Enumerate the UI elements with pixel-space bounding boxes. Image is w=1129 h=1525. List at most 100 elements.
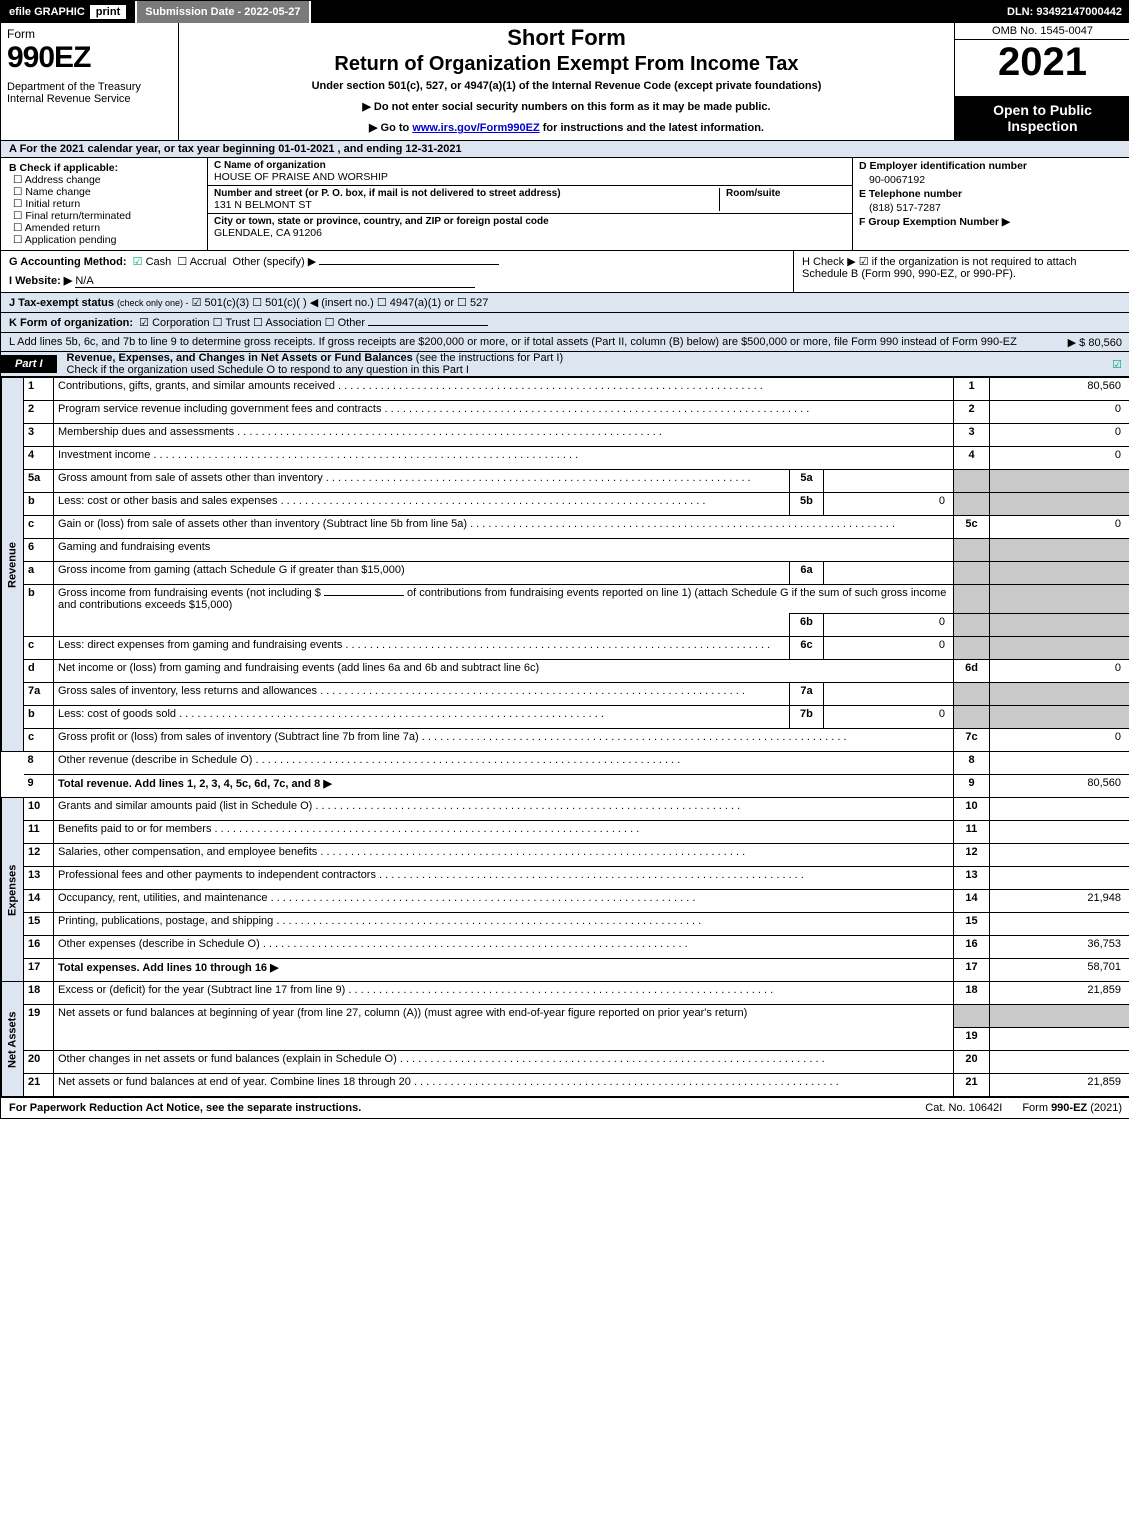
l7c-amt: 0 <box>990 729 1129 752</box>
c-city-label: City or town, state or province, country… <box>214 216 846 227</box>
k-label: K Form of organization: <box>9 317 133 329</box>
l5b-d: Less: cost or other basis and sales expe… <box>54 493 790 516</box>
page-footer: For Paperwork Reduction Act Notice, see … <box>1 1097 1129 1118</box>
print-button[interactable]: print <box>89 4 127 20</box>
side-expenses: Expenses <box>2 798 24 982</box>
l8-amt <box>990 752 1129 775</box>
efile-segment: efile GRAPHIC print <box>1 1 137 23</box>
cb-initial-return[interactable]: Initial return <box>9 198 199 210</box>
l6c-n: c <box>24 637 54 660</box>
g-cash[interactable]: Cash <box>133 256 172 268</box>
part-i-sub: (see the instructions for Part I) <box>416 352 563 364</box>
form-number: 990EZ <box>7 41 172 75</box>
org-city: GLENDALE, CA 91206 <box>214 227 846 239</box>
tax-year: 2021 <box>955 40 1129 82</box>
inst2-pre: ▶ Go to <box>369 122 412 134</box>
l6b-d1-text: Gross income from fundraising events (no… <box>58 587 321 599</box>
l7a-sub: 7a <box>789 683 823 706</box>
j-label: J Tax-exempt status <box>9 297 114 309</box>
form-word: Form <box>7 27 172 41</box>
l12-rn: 12 <box>954 844 990 867</box>
part-i-checkbox[interactable]: ☑ <box>1112 358 1122 371</box>
footer-cat: Cat. No. 10642I <box>905 1102 1022 1114</box>
row-a-text: A For the 2021 calendar year, or tax yea… <box>9 143 462 155</box>
l6d-rn: 6d <box>954 660 990 683</box>
l14-n: 14 <box>24 890 54 913</box>
l7c-rn: 7c <box>954 729 990 752</box>
i-label: I Website: ▶ <box>9 275 72 287</box>
b-label: B Check if applicable: <box>9 162 199 174</box>
h-box: H Check ▶ ☑ if the organization is not r… <box>793 251 1129 292</box>
l7b-shadeamt <box>990 706 1129 729</box>
l6a-shadern <box>954 562 990 585</box>
l5a-sval <box>823 470 953 493</box>
g-accrual[interactable]: Accrual <box>177 256 226 268</box>
g-other: Other (specify) ▶ <box>233 256 317 268</box>
l7b-shadern <box>954 706 990 729</box>
irs-link[interactable]: www.irs.gov/Form990EZ <box>412 122 539 134</box>
row-k: K Form of organization: ☑ Corporation ☐ … <box>1 313 1129 333</box>
row-ghi: G Accounting Method: Cash Accrual Other … <box>1 251 1129 293</box>
lines-table: Revenue 1 Contributions, gifts, grants, … <box>1 377 1129 1097</box>
l6a-sval <box>823 562 953 585</box>
cb-name-change[interactable]: Name change <box>9 186 199 198</box>
l18-amt: 21,859 <box>990 982 1129 1005</box>
l13-n: 13 <box>24 867 54 890</box>
l16-rn: 16 <box>954 936 990 959</box>
row-a: A For the 2021 calendar year, or tax yea… <box>1 141 1129 158</box>
l18-d: Excess or (deficit) for the year (Subtra… <box>54 982 954 1005</box>
l6b-shadeamt2 <box>990 614 1129 637</box>
l20-rn: 20 <box>954 1051 990 1074</box>
l20-amt <box>990 1051 1129 1074</box>
cb-application-pending[interactable]: Application pending <box>9 234 199 246</box>
l8-d: Other revenue (describe in Schedule O) <box>54 752 954 775</box>
l8-n: 8 <box>24 752 54 775</box>
l15-d: Printing, publications, postage, and shi… <box>54 913 954 936</box>
l5b-shadern <box>954 493 990 516</box>
d-label: D Employer identification number <box>859 160 1124 172</box>
l5a-sub: 5a <box>789 470 823 493</box>
k-other-blank[interactable] <box>368 325 488 326</box>
l4-amt: 0 <box>990 447 1129 470</box>
l5c-rn: 5c <box>954 516 990 539</box>
l1-rn: 1 <box>954 378 990 401</box>
l14-amt: 21,948 <box>990 890 1129 913</box>
l14-rn: 14 <box>954 890 990 913</box>
l21-n: 21 <box>24 1074 54 1097</box>
l6b-n: b <box>24 585 54 637</box>
footer-right-bold: 990-EZ <box>1051 1102 1087 1114</box>
l7c-n: c <box>24 729 54 752</box>
cb-address-change[interactable]: Address change <box>9 174 199 186</box>
l1-d: Contributions, gifts, grants, and simila… <box>54 378 954 401</box>
col-c: C Name of organization HOUSE OF PRAISE A… <box>208 158 852 250</box>
l2-amt: 0 <box>990 401 1129 424</box>
submission-date: Submission Date - 2022-05-27 <box>137 1 310 23</box>
l6b-shadeamt <box>990 585 1129 614</box>
cb-amended-return[interactable]: Amended return <box>9 222 199 234</box>
l6b-sval: 0 <box>823 614 953 637</box>
l6d-d: Net income or (loss) from gaming and fun… <box>54 660 954 683</box>
l2-d: Program service revenue including govern… <box>54 401 954 424</box>
g-other-blank[interactable] <box>319 264 499 265</box>
l7a-shadern <box>954 683 990 706</box>
l6c-sval: 0 <box>823 637 953 660</box>
l18-n: 18 <box>24 982 54 1005</box>
short-form-title: Short Form <box>187 25 946 51</box>
l2-rn: 2 <box>954 401 990 424</box>
l10-d: Grants and similar amounts paid (list in… <box>54 798 954 821</box>
instruction-2: ▶ Go to www.irs.gov/Form990EZ for instru… <box>187 121 946 134</box>
l17-n: 17 <box>24 959 54 982</box>
l6b-blank[interactable] <box>324 595 404 596</box>
cb-final-return[interactable]: Final return/terminated <box>9 210 199 222</box>
l15-n: 15 <box>24 913 54 936</box>
f-label: F Group Exemption Number ▶ <box>859 216 1124 228</box>
l6a-d: Gross income from gaming (attach Schedul… <box>54 562 790 585</box>
g-label: G Accounting Method: <box>9 256 127 268</box>
l3-n: 3 <box>24 424 54 447</box>
e-label: E Telephone number <box>859 188 1124 200</box>
omb-number: OMB No. 1545-0047 <box>955 23 1129 40</box>
l13-amt <box>990 867 1129 890</box>
l5c-d: Gain or (loss) from sale of assets other… <box>54 516 954 539</box>
l9-n: 9 <box>24 775 54 798</box>
j-sub: (check only one) - <box>117 298 189 308</box>
